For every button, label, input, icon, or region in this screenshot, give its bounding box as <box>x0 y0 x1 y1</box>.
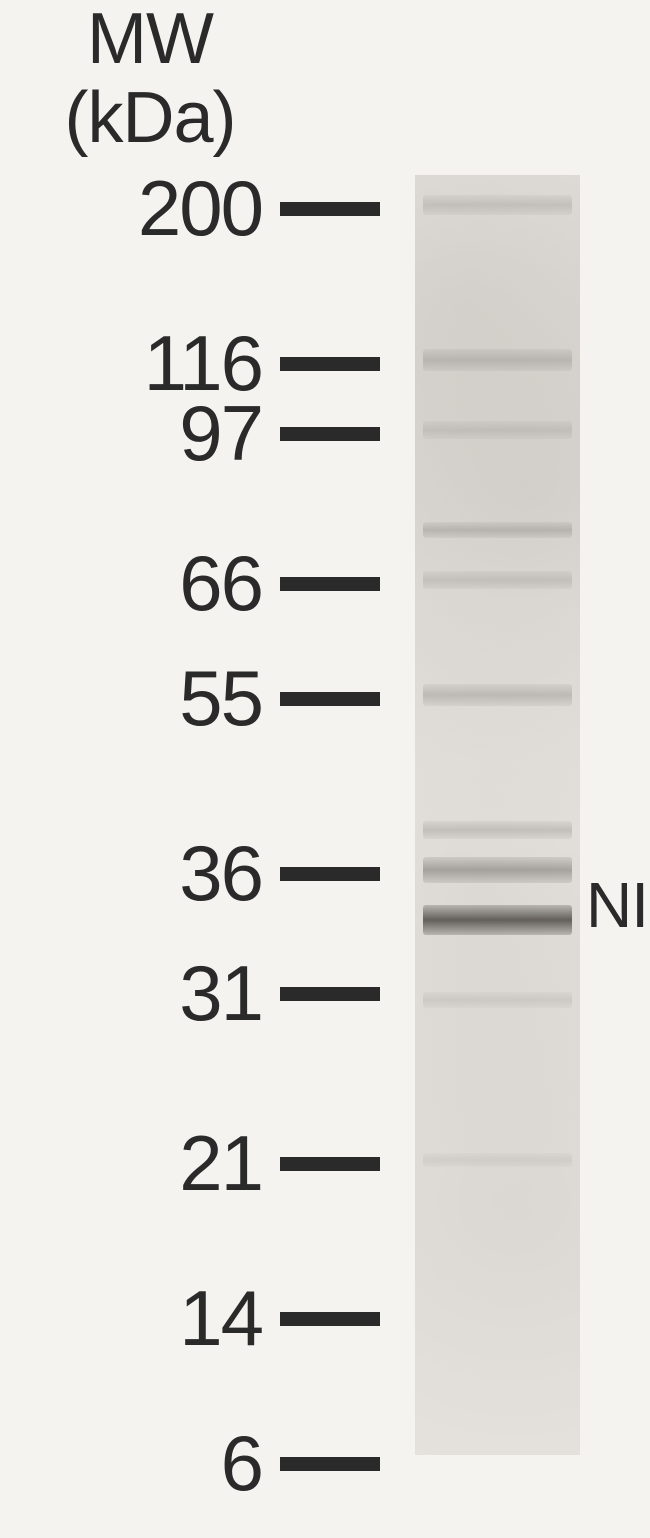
blot-band <box>423 684 572 706</box>
marker-row: 6 <box>0 1418 380 1509</box>
blot-band <box>423 905 572 935</box>
blot-band <box>423 571 572 589</box>
blot-band <box>423 349 572 371</box>
blot-band <box>423 195 572 215</box>
marker-label: 55 <box>0 653 280 744</box>
header-kda: (kDa) <box>0 79 300 158</box>
marker-row: 66 <box>0 538 380 629</box>
marker-tick <box>280 357 380 371</box>
marker-tick <box>280 427 380 441</box>
marker-tick <box>280 987 380 1001</box>
marker-row: 36 <box>0 828 380 919</box>
marker-tick <box>280 1312 380 1326</box>
marker-label: 200 <box>0 163 280 254</box>
marker-row: 14 <box>0 1273 380 1364</box>
blot-band <box>423 857 572 883</box>
blot-band <box>423 421 572 439</box>
marker-label: 97 <box>0 388 280 479</box>
marker-label: 66 <box>0 538 280 629</box>
mw-header: MW (kDa) <box>0 0 300 158</box>
marker-tick <box>280 1157 380 1171</box>
marker-tick <box>280 692 380 706</box>
blot-lane <box>415 175 580 1455</box>
marker-row: 200 <box>0 163 380 254</box>
marker-tick <box>280 867 380 881</box>
marker-row: 31 <box>0 948 380 1039</box>
target-label: NIFK <box>586 868 650 942</box>
header-mw: MW <box>0 0 300 79</box>
marker-label: 36 <box>0 828 280 919</box>
marker-tick <box>280 577 380 591</box>
marker-label: 21 <box>0 1118 280 1209</box>
marker-row: 55 <box>0 653 380 744</box>
marker-label: 14 <box>0 1273 280 1364</box>
blot-band <box>423 1153 572 1167</box>
marker-tick <box>280 1457 380 1471</box>
blot-band <box>423 992 572 1008</box>
marker-label: 6 <box>0 1418 280 1509</box>
blot-band <box>423 821 572 839</box>
marker-row: 21 <box>0 1118 380 1209</box>
marker-label: 31 <box>0 948 280 1039</box>
marker-tick <box>280 202 380 216</box>
blot-band <box>423 522 572 538</box>
marker-row: 97 <box>0 388 380 479</box>
